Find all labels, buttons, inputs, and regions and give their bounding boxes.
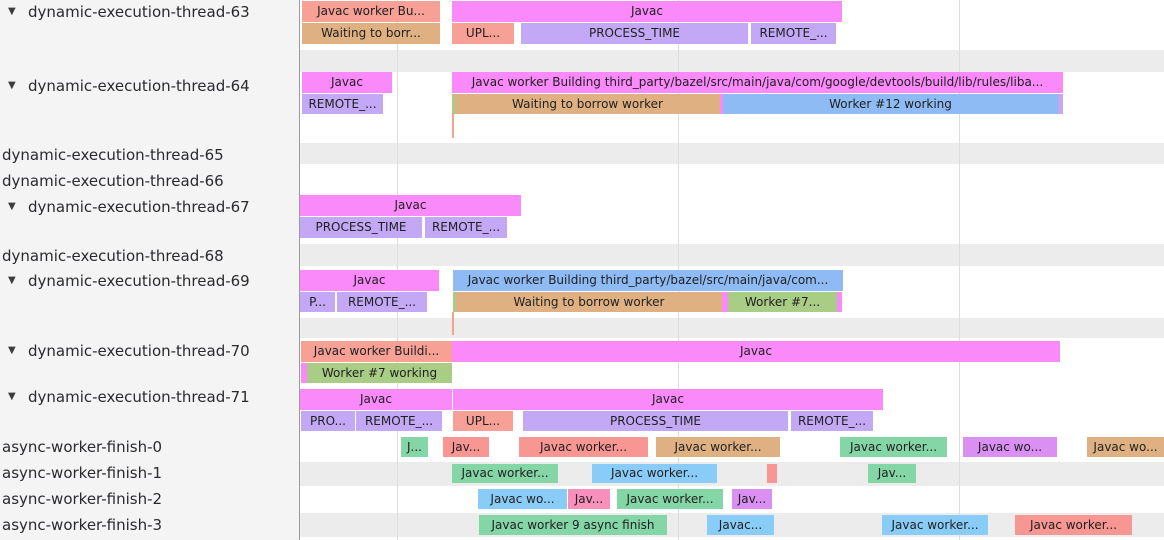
trace-slice[interactable] bbox=[452, 94, 455, 114]
trace-slice[interactable]: Javac worker... bbox=[519, 437, 648, 457]
collapse-arrow-icon[interactable]: ▼ bbox=[8, 6, 16, 17]
trace-slice[interactable]: Javac bbox=[453, 389, 883, 410]
trace-slice[interactable]: Javac worker... bbox=[617, 489, 723, 509]
trace-slice[interactable]: Worker #7 working bbox=[307, 363, 452, 383]
track-name: dynamic-execution-thread-65 bbox=[2, 146, 224, 164]
trace-slice[interactable] bbox=[767, 464, 777, 483]
trace-slice[interactable]: Javac worker... bbox=[882, 515, 988, 535]
trace-slice[interactable]: Javac bbox=[300, 195, 521, 216]
trace-slice[interactable]: Javac bbox=[452, 341, 1060, 362]
track-name: dynamic-execution-thread-71 bbox=[28, 388, 250, 406]
track-label: async-worker-finish-2 bbox=[2, 488, 162, 510]
trace-slice[interactable] bbox=[1058, 94, 1063, 114]
track-name: dynamic-execution-thread-64 bbox=[28, 77, 250, 95]
trace-slice[interactable]: Javac worker... bbox=[656, 437, 780, 457]
trace-slice[interactable]: Javac worker Building third_party/bazel/… bbox=[452, 72, 1063, 93]
trace-slice[interactable]: Jav... bbox=[732, 489, 772, 509]
trace-slice[interactable]: UPL... bbox=[452, 23, 514, 44]
trace-slice[interactable]: Javac bbox=[452, 1, 842, 22]
instant-event-tick[interactable] bbox=[452, 114, 454, 138]
trace-slice[interactable]: Javac bbox=[300, 270, 439, 291]
timeline-canvas[interactable]: Javac worker Bu... Javac Waiting to borr..… bbox=[300, 0, 1164, 540]
track-name: dynamic-execution-thread-69 bbox=[28, 272, 250, 290]
collapse-arrow-icon[interactable]: ▼ bbox=[8, 201, 16, 212]
trace-slice[interactable]: Javac worker... bbox=[1015, 515, 1132, 535]
track-name: async-worker-finish-2 bbox=[2, 490, 163, 508]
row-stripe bbox=[300, 318, 1164, 338]
collapse-arrow-icon[interactable]: ▼ bbox=[8, 80, 16, 91]
trace-slice[interactable]: PROCESS_TIME bbox=[523, 411, 788, 431]
track-label: async-worker-finish-1 bbox=[2, 462, 162, 484]
track-name: dynamic-execution-thread-67 bbox=[28, 198, 250, 216]
trace-slice[interactable]: REMOTE_... bbox=[356, 411, 442, 431]
track-name: async-worker-finish-1 bbox=[2, 464, 163, 482]
trace-slice[interactable]: Waiting to borrow worker bbox=[456, 292, 722, 312]
track-name: dynamic-execution-thread-63 bbox=[28, 3, 250, 21]
track-label[interactable]: ▼ dynamic-execution-thread-63 bbox=[8, 1, 250, 23]
track-name: dynamic-execution-thread-70 bbox=[28, 342, 250, 360]
trace-slice[interactable]: Javac wo... bbox=[478, 489, 567, 509]
trace-slice[interactable]: Worker #7... bbox=[728, 292, 837, 312]
trace-slice[interactable]: Waiting to borrow worker bbox=[455, 94, 720, 114]
trace-slice[interactable]: REMOTE_... bbox=[425, 217, 507, 238]
trace-slice[interactable]: Javac worker Building third_party/bazel/… bbox=[453, 270, 843, 291]
row-stripe bbox=[300, 244, 1164, 266]
trace-slice[interactable]: Javac bbox=[302, 72, 392, 93]
trace-slice[interactable]: Jav... bbox=[443, 437, 489, 457]
collapse-arrow-icon[interactable]: ▼ bbox=[8, 275, 16, 286]
row-stripe bbox=[300, 50, 1164, 72]
trace-slice[interactable]: Javac worker... bbox=[592, 464, 717, 483]
trace-slice[interactable]: Javac worker... bbox=[840, 437, 947, 457]
trace-slice[interactable]: REMOTE_... bbox=[751, 23, 836, 44]
trace-slice[interactable]: Javac bbox=[300, 389, 452, 410]
track-name: dynamic-execution-thread-68 bbox=[2, 247, 224, 265]
track-label: async-worker-finish-0 bbox=[2, 436, 162, 458]
trace-slice[interactable]: REMOTE_... bbox=[791, 411, 873, 431]
row-stripe bbox=[300, 462, 1164, 486]
trace-slice[interactable]: PRO... bbox=[301, 411, 355, 431]
track-label: async-worker-finish-3 bbox=[2, 514, 162, 536]
trace-slice[interactable] bbox=[720, 94, 723, 114]
track-label[interactable]: ▼ dynamic-execution-thread-64 bbox=[8, 75, 250, 97]
trace-slice[interactable]: Javac worker Buildi... bbox=[301, 341, 452, 362]
trace-slice[interactable]: J... bbox=[401, 437, 428, 457]
trace-slice[interactable] bbox=[301, 363, 307, 383]
trace-slice[interactable]: Waiting to borr... bbox=[302, 23, 440, 44]
track-label[interactable]: ▼ dynamic-execution-thread-67 bbox=[8, 196, 250, 218]
trace-slice[interactable]: PROCESS_TIME bbox=[521, 23, 748, 44]
trace-slice[interactable]: Worker #12 working bbox=[723, 94, 1058, 114]
trace-slice[interactable] bbox=[837, 292, 842, 312]
collapse-arrow-icon[interactable]: ▼ bbox=[8, 345, 16, 356]
trace-slice[interactable]: REMOTE_... bbox=[302, 94, 383, 114]
sidebar: ▼ dynamic-execution-thread-63 ▼ dynamic-exe… bbox=[0, 0, 300, 540]
trace-slice[interactable]: PROCESS_TIME bbox=[300, 217, 422, 238]
trace-slice[interactable]: REMOTE_... bbox=[337, 292, 427, 312]
track-label: dynamic-execution-thread-66 bbox=[2, 170, 224, 192]
trace-slice[interactable] bbox=[453, 292, 456, 312]
trace-slice[interactable]: Javac wo... bbox=[963, 437, 1057, 457]
trace-slice[interactable]: Jav... bbox=[868, 464, 916, 483]
trace-slice[interactable]: Javac wo... bbox=[1087, 437, 1164, 457]
instant-event-tick[interactable] bbox=[452, 312, 454, 335]
trace-slice[interactable]: Javac... bbox=[707, 515, 774, 535]
trace-slice[interactable]: UPL... bbox=[453, 411, 513, 431]
gridline bbox=[959, 0, 960, 540]
track-name: dynamic-execution-thread-66 bbox=[2, 172, 224, 190]
trace-slice[interactable]: Jav... bbox=[568, 489, 610, 509]
trace-slice[interactable] bbox=[722, 292, 728, 312]
track-label[interactable]: ▼ dynamic-execution-thread-71 bbox=[8, 386, 250, 408]
track-label: dynamic-execution-thread-68 bbox=[2, 245, 224, 267]
track-label[interactable]: ▼ dynamic-execution-thread-70 bbox=[8, 340, 250, 362]
trace-slice[interactable]: P... bbox=[300, 292, 335, 312]
collapse-arrow-icon[interactable]: ▼ bbox=[8, 391, 16, 402]
track-label: dynamic-execution-thread-65 bbox=[2, 144, 224, 166]
track-name: async-worker-finish-3 bbox=[2, 516, 163, 534]
trace-slice[interactable]: Javac worker Bu... bbox=[302, 1, 440, 22]
trace-slice[interactable]: Javac worker... bbox=[452, 464, 558, 483]
track-name: async-worker-finish-0 bbox=[2, 438, 163, 456]
track-label[interactable]: ▼ dynamic-execution-thread-69 bbox=[8, 270, 250, 292]
row-stripe bbox=[300, 143, 1164, 164]
trace-slice[interactable]: Javac worker 9 async finish bbox=[479, 515, 667, 535]
